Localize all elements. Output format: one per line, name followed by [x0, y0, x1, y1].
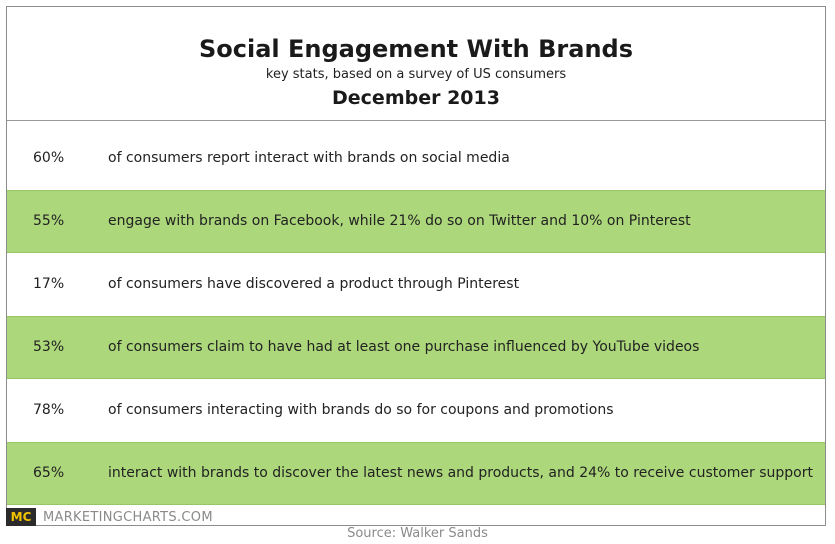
stats-table: 60% of consumers report interact with br… [7, 127, 825, 505]
header-divider [7, 120, 825, 121]
stat-description: of consumers interacting with brands do … [108, 402, 614, 418]
table-row: 55% engage with brands on Facebook, whil… [7, 190, 825, 253]
table-row: 53% of consumers claim to have had at le… [7, 316, 825, 379]
stat-description: of consumers have discovered a product t… [108, 276, 520, 292]
stat-description: of consumers claim to have had at least … [108, 339, 700, 355]
table-row: 65% interact with brands to discover the… [7, 442, 825, 505]
stat-value: 60% [33, 150, 65, 166]
chart-frame: Social Engagement With Brands key stats,… [6, 6, 826, 526]
table-row: 78% of consumers interacting with brands… [7, 379, 825, 442]
stat-value: 65% [33, 465, 65, 481]
stat-description: of consumers report interact with brands… [108, 150, 510, 166]
source-note: Source: Walker Sands [347, 526, 488, 541]
chart-subtitle: key stats, based on a survey of US consu… [265, 67, 567, 82]
stat-description: engage with brands on Facebook, while 21… [108, 213, 691, 229]
chart-date: December 2013 [332, 87, 500, 109]
stat-value: 53% [33, 339, 65, 355]
stat-value: 78% [33, 402, 65, 418]
marketingcharts-logo: MC MARKETINGCHARTS.COM [6, 508, 213, 526]
table-row: 60% of consumers report interact with br… [7, 127, 825, 190]
stat-value: 55% [33, 213, 65, 229]
stat-description: interact with brands to discover the lat… [108, 465, 813, 481]
chart-header: Social Engagement With Brands key stats,… [7, 7, 825, 119]
table-row: 17% of consumers have discovered a produ… [7, 253, 825, 316]
mc-logo-icon: MC [6, 508, 36, 526]
stat-value: 17% [33, 276, 65, 292]
chart-title: Social Engagement With Brands [198, 35, 633, 63]
brand-name: MARKETINGCHARTS.COM [43, 509, 213, 525]
